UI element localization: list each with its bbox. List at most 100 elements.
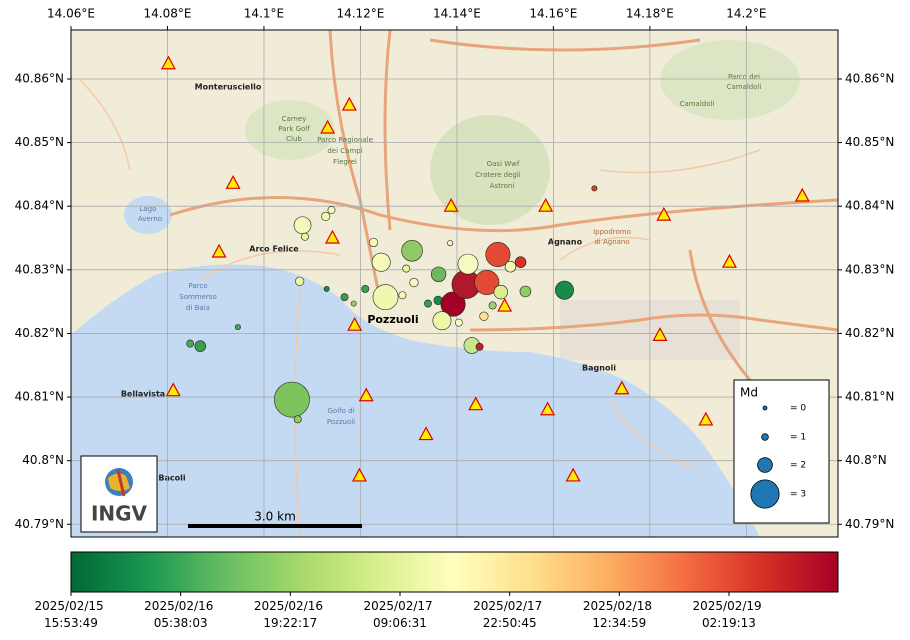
logo-text: INGV [91,502,148,526]
place-label: Ippodromo [593,228,631,236]
place-label: Pozzuoli [367,313,418,326]
place-label: Carney [282,115,307,123]
colorbar-tick-label: 2025/02/16 05:38:03 [144,599,217,630]
x-tick-label: 14.06°E [47,7,95,21]
station [468,396,484,411]
earthquake [293,415,302,424]
scale-bar: 3.0 km [188,510,362,528]
earthquake [424,299,432,308]
place-label: Monterusciello [195,83,262,92]
earthquake [323,285,330,292]
station [418,426,434,441]
station [324,229,340,244]
legend-label: = 3 [790,490,806,500]
earthquake [402,264,411,273]
earthquake [295,276,305,286]
earthquake [361,284,370,293]
station [347,316,363,331]
map-frame [70,29,839,538]
earthquake [479,311,489,321]
colorbar-tick-label: 2025/02/18 12:34:59 [583,599,656,630]
y-tick-label: 40.82°N [15,326,64,340]
place-labels: Monterusciello Pozzuoli Arco Felice Agna… [121,73,762,483]
x-tick-label: 14.08°E [144,7,192,21]
y-tick-label: 40.81°N [15,390,64,404]
legend-box [733,379,830,524]
earthquake [432,311,452,331]
roads [169,30,838,381]
x-tick-label: 14.1°E [244,7,284,21]
y-tick-label: 40.84°N [15,199,64,213]
legend-marker [761,433,769,441]
station [443,197,459,212]
place-label: di Agnano [594,238,629,246]
legend-marker [762,405,768,411]
axes: 14.06°E 14.08°E 14.1°E 14.12°E 14.14°E 14.16°… [15,7,895,531]
station [698,411,714,426]
earthquake [514,256,527,268]
earthquake [186,339,195,348]
grid [71,30,838,537]
legend-marker [750,479,780,509]
station [358,387,374,402]
colorbar [70,551,839,593]
station [538,197,554,212]
station [565,467,581,482]
station [341,96,357,111]
place-label: Parco dei [728,73,760,81]
place-label: Astroni [490,182,515,190]
colorbar-tick-label: 2025/02/17 22:50:45 [473,599,546,630]
earthquake [293,216,312,235]
earthquake [475,342,484,351]
earthquake [194,340,207,352]
station [320,119,336,134]
earthquake [457,253,479,275]
earthquake [454,318,463,327]
place-label: Lago [140,205,157,213]
earthquake [519,285,532,298]
station [165,382,181,397]
earthquake [409,277,419,288]
place-label: Bellavista [121,390,165,399]
y-tick-label: 40.81°N [845,390,894,404]
earthquake [493,284,508,300]
x-tick-label: 14.16°E [529,7,577,21]
y-tick-label: 40.84°N [845,199,894,213]
station [351,467,367,482]
x-tick-label: 14.12°E [336,7,384,21]
place-label: Bacoli [158,474,185,483]
logo-land [108,473,130,491]
legend-marker [757,457,773,473]
station [160,55,176,70]
earthquake [485,242,511,268]
colorbar-ticks: 2025/02/15 15:53:49 2025/02/16 05:38:03 20… [35,592,765,630]
place-label: Cratere degli [475,171,521,179]
y-tick-label: 40.79°N [845,517,894,531]
lake-averno [124,196,172,234]
y-tick-label: 40.83°N [15,262,64,276]
place-label: Camaldoli [727,83,762,91]
station [614,380,630,395]
place-label: Camaldoli [680,100,715,108]
earthquake [368,237,379,248]
legend: Md = 0 = 1 = 2 = 3 [733,379,830,524]
colorbar-tick-label: 2025/02/16 19:22:17 [254,599,327,630]
earthquake [591,185,598,192]
place-label: Averno [138,215,162,223]
station [497,297,513,312]
earthquake [474,270,500,296]
earthquake [340,293,349,302]
earthquake [321,211,331,221]
x-tick-label: 14.14°E [433,7,481,21]
logo-stripe [116,469,126,497]
place-label: Agnano [548,238,583,247]
place-label: Parco [188,282,207,290]
place-label: Bagnoli [582,364,616,373]
colorbar-tick-label: 2025/02/17 09:06:31 [364,599,437,630]
earthquake [430,266,447,282]
basemap [71,30,838,537]
station [540,401,556,416]
earthquake [447,240,454,247]
x-tick-label: 14.2°E [726,7,766,21]
